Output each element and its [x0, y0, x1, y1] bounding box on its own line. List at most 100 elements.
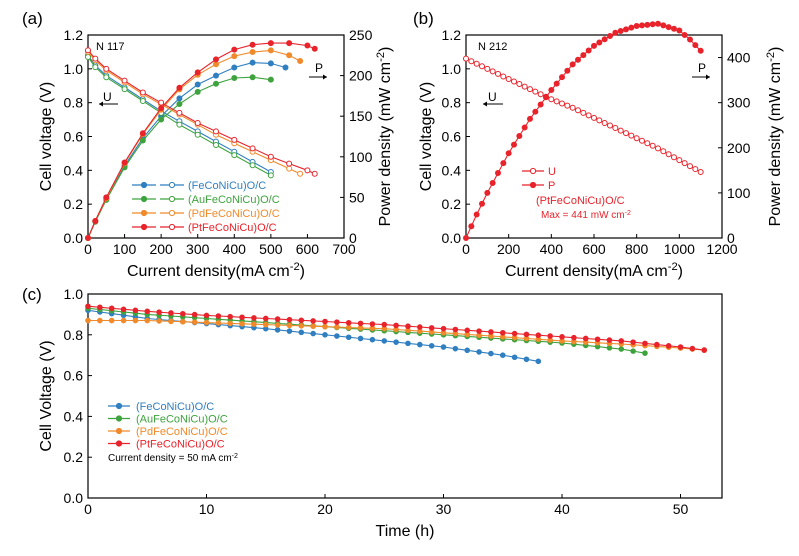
panel-b-voltage-series-point: [484, 65, 491, 72]
panel-a-voltage-series-point: [297, 170, 304, 177]
panel-c-series-point: [511, 330, 518, 337]
panel-b-power-series-point: [553, 80, 560, 87]
panel-b-power-series-point: [559, 74, 565, 81]
panel-a-voltage-series-point: [267, 153, 274, 160]
panel-a-power-series-point: [213, 61, 219, 68]
panel-b-legend-label-u: U: [548, 166, 556, 178]
panel-c-series-point: [215, 320, 222, 326]
panel-a-arrow-u-head: [99, 101, 103, 107]
panel-b-voltage-series-point: [660, 148, 667, 155]
panel-b-voltage-series-point: [473, 60, 480, 67]
panel-b-voltage-series-point: [649, 142, 656, 149]
panel-b-power-series-point: [532, 108, 539, 115]
panel-b-legend-note: Max = 441 mW cm-2: [541, 210, 631, 222]
panel-c-series-point: [120, 306, 127, 313]
panel-b-power-series-point: [580, 52, 587, 59]
panel-a-legend-power-legend-marker: [140, 209, 148, 217]
panel-b-voltage-series-point: [580, 109, 587, 116]
panel-c-series-point: [405, 340, 411, 347]
panel-b-power-series-point: [607, 33, 613, 40]
panel-a-legend-voltage-legend-marker: [168, 195, 176, 203]
panel-b-voltage-series-point: [644, 140, 651, 147]
panel-b-y2-tick-label: 200: [727, 140, 751, 156]
panel-c-series-point: [452, 326, 459, 333]
panel-b-power-series-point: [692, 42, 699, 49]
panel-a-voltage-series-point: [176, 109, 183, 116]
panel-c-series-point: [701, 347, 708, 353]
panel-a-power-series-point: [249, 49, 256, 56]
panel-b-voltage-series-point: [665, 151, 672, 158]
panel-b-power-series-point: [655, 20, 661, 27]
panel-c-series-point: [369, 321, 376, 327]
panel-c-series-point: [262, 321, 269, 328]
panel-a-y2-tick-label: 100: [349, 149, 373, 165]
panel-a-voltage-series-point: [286, 165, 293, 172]
panel-b-voltage-series-point: [537, 91, 544, 98]
panel-b-y-tick-label: 1.0: [442, 61, 462, 77]
panel-a-y-tick-label: 1.2: [64, 27, 84, 43]
panel-a-voltage-series-point: [213, 141, 219, 148]
panel-b-voltage-series-point: [655, 145, 661, 152]
panel-c-series-point: [488, 329, 494, 335]
panel-c-series-point: [428, 343, 435, 349]
panel-c-series-point: [523, 331, 530, 338]
panel-c-series-point: [428, 325, 435, 331]
panel-a-power-series-point: [92, 217, 99, 224]
panel-b-power-series-point: [468, 223, 475, 230]
panel-b-voltage-series-point: [569, 104, 576, 111]
panel-c-series-point: [417, 341, 423, 348]
panel-c-series-point: [203, 312, 210, 319]
panel-a-voltage-series-point: [249, 162, 256, 169]
panel-c-series-point: [85, 317, 91, 324]
panel-b-x-tick-label: 200: [497, 241, 521, 257]
panel-c-series-point: [191, 319, 198, 325]
panel-b-voltage-series-point: [521, 83, 528, 90]
panel-a-voltage-series-point: [304, 167, 311, 174]
panel-b-power-series-point: [473, 211, 480, 218]
panel-b-power-series-point: [697, 47, 704, 54]
panel-c-series-point: [476, 349, 482, 355]
panel-a-voltage-series-point: [103, 74, 110, 81]
panel-c-legend-note: Current density = 50 mA cm-2: [108, 453, 238, 465]
panel-c-series-point: [191, 311, 198, 318]
panel-c-series-point: [440, 344, 447, 350]
panel-c-series-point: [310, 330, 316, 337]
panel-b-x-tick-label: 1200: [706, 241, 737, 257]
panel-a-legend-voltage-legend-marker: [168, 209, 176, 217]
panel-a-power-series-point: [249, 59, 256, 66]
panel-b-voltage-series-point: [596, 117, 603, 124]
panel-a-x-tick-label: 500: [259, 241, 283, 257]
panel-b-y2-tick-label: 400: [727, 50, 751, 66]
panel-c-series-point: [488, 350, 494, 357]
panel-b-voltage-series-point: [671, 154, 677, 161]
panel-a-voltage-series-point: [92, 55, 99, 62]
panel-b-power-series-point: [644, 21, 651, 28]
panel-c-series-point: [120, 317, 127, 324]
panel-a-y2-tick-label: 150: [349, 108, 373, 124]
panel-b-power-series-point: [596, 39, 603, 46]
panel-c-series-point: [298, 317, 305, 324]
panel-b-voltage-series-point: [527, 86, 533, 93]
panel-c-y-tick-label: 1.0: [64, 286, 84, 302]
panel-b-voltage-series-point: [500, 73, 507, 80]
panel-b-legend-title: (PtFeCoNiCu)O/C: [536, 195, 625, 207]
panel-c-legend-label: (FeCoNiCu)O/C: [136, 401, 214, 413]
panel-c-series-point: [381, 321, 388, 328]
panel-b-power-series-point: [639, 22, 645, 29]
panel-b-voltage-series-point: [495, 70, 501, 77]
panel-c-legend-marker-legend-marker: [115, 440, 123, 447]
panel-b-voltage-series-point: [516, 81, 523, 88]
panel-a-x-axis-label: Current density(mA cm-2): [127, 261, 305, 280]
panel-a-power-series-point: [304, 42, 311, 49]
panel-a-power-series-point: [231, 75, 238, 82]
panel-c-legend-label: (PdFeCoNiCu)O/C: [136, 426, 228, 438]
panel-c-y-tick-label: 0.4: [64, 408, 84, 424]
panel-a-legend-power-legend-marker: [140, 181, 148, 189]
panel-c-series-point: [499, 329, 506, 336]
panel-a-y-tick-label: 0.4: [64, 162, 84, 178]
panel-c-series-point: [606, 345, 613, 351]
panel-a-power-series-point: [194, 88, 201, 95]
panel-b-y2-tick-label: 300: [727, 95, 751, 111]
panel-b-voltage-series-point: [468, 58, 475, 65]
panel-c-series-point: [203, 319, 210, 326]
